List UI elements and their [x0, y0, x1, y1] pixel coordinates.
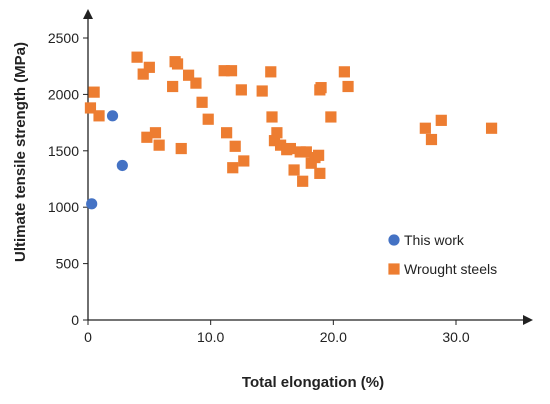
y-tick-label: 1500 — [48, 143, 79, 159]
y-tick-label: 0 — [71, 312, 79, 328]
data-point — [202, 113, 214, 125]
data-point — [314, 167, 326, 179]
data-point — [137, 68, 149, 80]
data-point — [338, 66, 350, 78]
data-point — [342, 80, 354, 93]
data-point — [131, 51, 143, 63]
axes — [83, 9, 533, 325]
data-point — [268, 135, 281, 147]
data-point — [175, 142, 187, 155]
data-point — [106, 110, 119, 122]
data-point — [305, 157, 317, 169]
data-point — [88, 86, 100, 98]
x-tick-label: 10.0 — [197, 329, 224, 345]
data-point — [190, 77, 202, 89]
data-point — [288, 164, 300, 176]
x-tick-label: 0 — [84, 329, 92, 345]
data-point — [256, 85, 268, 97]
legend-label: Wrought steels — [404, 261, 497, 277]
y-tick-label: 2500 — [48, 30, 79, 46]
data-point — [300, 146, 312, 158]
data-point — [271, 127, 283, 139]
data-point — [227, 162, 239, 174]
data-point — [284, 142, 296, 155]
data-point — [266, 111, 278, 123]
legend-label: This work — [404, 232, 465, 248]
legend-marker — [388, 263, 400, 275]
y-axis-title: Ultimate tensile strength (MPa) — [12, 42, 29, 262]
data-point — [196, 96, 208, 108]
legend: This work Wrought steels — [388, 232, 497, 277]
data-point — [149, 127, 162, 139]
data-point — [419, 122, 431, 134]
y-tick-label: 1000 — [48, 199, 79, 215]
data-point — [297, 175, 309, 187]
data-point — [225, 65, 238, 77]
data-point — [143, 61, 155, 73]
data-point — [238, 155, 250, 167]
series-this-work — [86, 110, 128, 210]
data-point — [294, 146, 306, 158]
data-point — [435, 114, 447, 126]
x-axis-title: Total elongation (%) — [242, 374, 384, 391]
y-tick-label: 2000 — [48, 86, 79, 102]
data-point — [116, 159, 128, 172]
data-point — [141, 131, 153, 143]
data-points — [84, 51, 498, 210]
data-point — [221, 127, 233, 139]
data-point — [171, 58, 184, 70]
x-tick-label: 30.0 — [442, 329, 469, 345]
data-point — [313, 149, 325, 161]
legend-marker — [388, 234, 400, 246]
data-point — [229, 140, 241, 152]
data-point — [218, 65, 230, 77]
data-point — [274, 139, 287, 151]
x-tick-label: 20.0 — [320, 329, 347, 345]
data-point — [235, 84, 247, 96]
data-point — [93, 110, 105, 122]
data-point — [315, 82, 327, 94]
data-point — [325, 111, 337, 123]
data-point — [167, 80, 179, 93]
data-point — [425, 133, 438, 146]
data-point — [485, 122, 498, 134]
data-point — [182, 69, 195, 81]
tick-labels: 0 500 1000 1500 2000 2500 0 10.0 20.0 30.0 — [48, 30, 470, 345]
data-point — [84, 102, 97, 114]
data-point — [86, 198, 98, 210]
data-point — [265, 66, 277, 78]
data-point — [153, 139, 165, 151]
y-tick-label: 500 — [56, 256, 80, 272]
series-wrought-steels — [84, 51, 498, 187]
